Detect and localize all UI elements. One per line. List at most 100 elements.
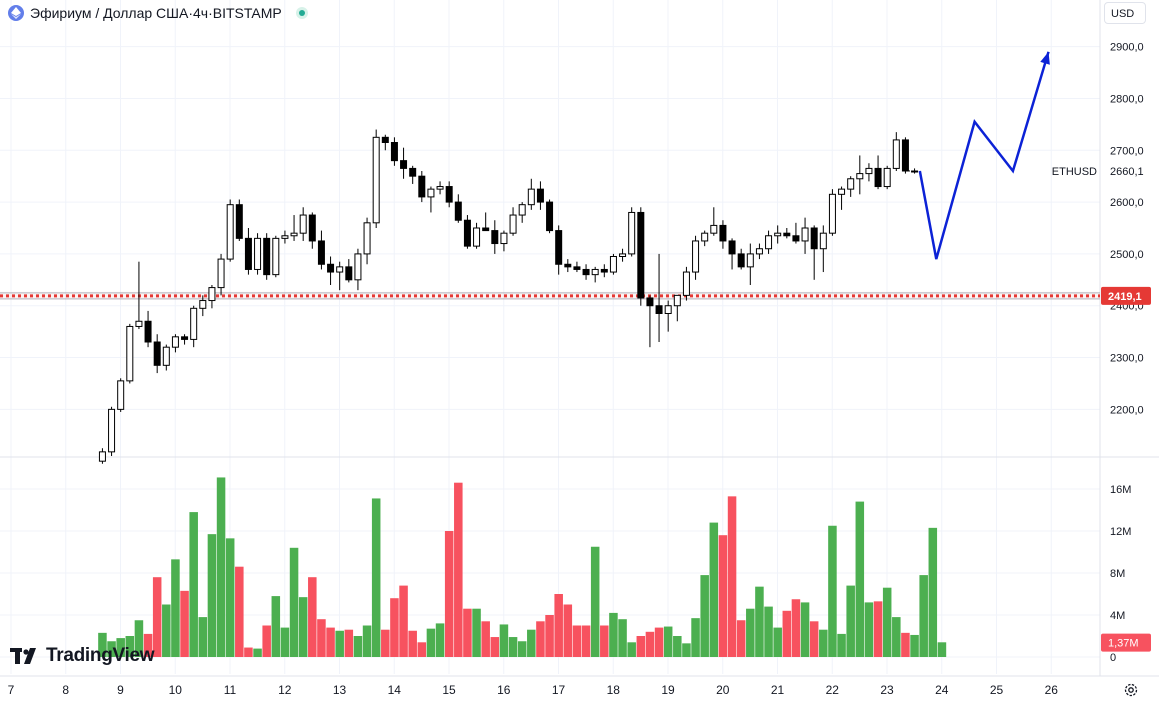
volume-bar	[700, 575, 709, 657]
volume-bar	[663, 626, 673, 657]
currency-button[interactable]: USD	[1104, 2, 1146, 24]
volume-tick-label: 0	[1110, 652, 1116, 664]
forecast-arrowhead	[1040, 51, 1050, 65]
volume-bar	[846, 585, 855, 657]
volume-bar	[390, 598, 399, 657]
candle	[491, 220, 499, 254]
volume-bar	[882, 587, 892, 657]
volume-bar	[864, 602, 874, 657]
candle	[135, 261, 143, 330]
candle-up-body	[518, 204, 526, 216]
candle-up-body	[226, 204, 234, 260]
volume-bar	[253, 648, 262, 657]
volume-bar	[180, 590, 189, 657]
time-tick-label: 17	[552, 683, 566, 697]
time-tick-label: 21	[771, 683, 785, 697]
volume-bar	[618, 619, 627, 657]
candle	[509, 207, 517, 236]
candle-up-body	[281, 235, 289, 239]
candle	[317, 230, 325, 270]
candle	[235, 199, 243, 241]
volume-bar	[572, 625, 582, 657]
symbol-name: Эфириум / Доллар США	[30, 5, 189, 21]
candle	[463, 215, 471, 249]
candle-up-body	[199, 300, 207, 309]
candle-down-body	[573, 266, 581, 270]
candle	[536, 181, 544, 210]
candle-up-body	[436, 186, 444, 190]
time-tick-label: 16	[497, 683, 511, 697]
candle	[226, 199, 234, 262]
candle	[190, 305, 198, 348]
forecast-polyline	[918, 51, 1050, 260]
candle	[381, 134, 389, 151]
price-tick-label: 2700,0	[1110, 145, 1144, 157]
volume-bar	[527, 629, 536, 657]
candle-down-body	[445, 186, 453, 203]
symbol-legend[interactable]: Эфириум / Доллар США · 4ч · BITSTAMP	[8, 4, 308, 22]
volume-bar	[590, 546, 600, 657]
candle-up-body	[847, 178, 855, 190]
candle	[518, 202, 526, 223]
volume-bar	[709, 522, 719, 657]
volume-bar	[609, 612, 618, 657]
volume-bar	[654, 627, 664, 657]
volume-bar	[371, 498, 381, 657]
candle-down-body	[874, 167, 882, 188]
candle-down-body	[491, 230, 499, 245]
candle	[911, 168, 919, 174]
candle	[655, 253, 663, 342]
candle-up-body	[527, 188, 535, 206]
candle	[737, 248, 745, 270]
price-tick-label: 2800,0	[1110, 93, 1144, 105]
tradingview-logo: TradingView	[10, 644, 155, 668]
volume-bar	[189, 512, 198, 657]
candle-up-body	[673, 294, 681, 307]
volume-bar	[262, 625, 271, 657]
volume-bar	[463, 608, 472, 657]
candle-up-body	[299, 214, 307, 234]
candle-up-body	[272, 237, 280, 276]
volume-bar	[508, 637, 518, 657]
volume-bar	[554, 594, 563, 657]
volume-bar	[901, 632, 910, 657]
candle-up-body	[865, 167, 873, 175]
horizontal-levels[interactable]	[0, 291, 1100, 300]
price-tick-label: 2900,0	[1110, 42, 1144, 54]
candle	[865, 163, 873, 182]
candle	[692, 235, 700, 280]
candle-up-body	[819, 232, 827, 250]
volume-bar	[755, 586, 764, 657]
candle-up-body	[190, 307, 198, 340]
candle-up-body	[108, 408, 116, 453]
timeframe: 4ч	[193, 5, 209, 21]
candle	[390, 137, 398, 166]
candle-up-body	[755, 248, 763, 255]
candle-down-body	[555, 230, 563, 265]
volume-bar	[225, 538, 235, 657]
volume-bar	[545, 615, 554, 657]
volume-bar	[736, 620, 746, 657]
time-tick-label: 18	[607, 683, 621, 697]
candle	[609, 253, 617, 275]
candle-up-body	[609, 256, 617, 273]
candle-down-body	[418, 175, 426, 198]
volume-bar	[928, 527, 938, 657]
forecast-drawing[interactable]	[918, 51, 1050, 260]
volume-bar	[107, 641, 116, 657]
volume-bar	[454, 482, 463, 657]
market-open-dot-icon	[295, 7, 308, 19]
legend-separator: ·	[188, 5, 194, 21]
volume-series	[98, 477, 947, 657]
candle	[564, 259, 572, 273]
candle	[354, 248, 362, 291]
candle	[327, 256, 335, 285]
time-tick-label: 26	[1045, 683, 1059, 697]
candle	[664, 300, 672, 332]
volume-bar	[782, 610, 792, 657]
time-tick-label: 7	[8, 683, 15, 697]
volume-tick-label: 8M	[1110, 568, 1125, 580]
time-tick-label: 24	[935, 683, 949, 697]
chart-settings-button[interactable]	[1121, 680, 1141, 700]
